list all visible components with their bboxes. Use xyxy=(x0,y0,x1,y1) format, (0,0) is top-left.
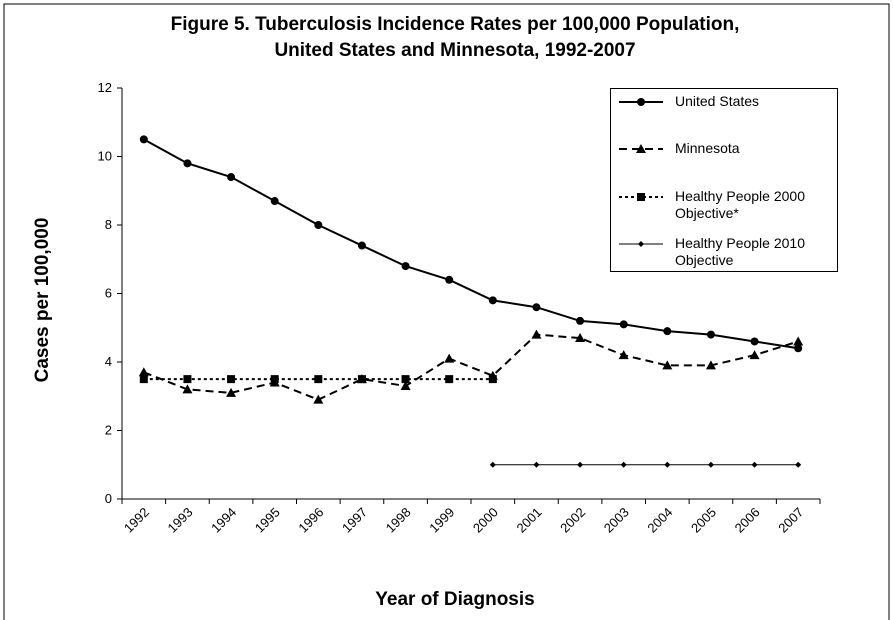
legend-symbol xyxy=(619,144,663,153)
legend-label: United States xyxy=(675,93,760,109)
x-tick-label: 1997 xyxy=(339,505,370,536)
y-tick-label: 0 xyxy=(105,491,112,506)
marker xyxy=(314,221,323,229)
marker xyxy=(794,344,803,353)
marker xyxy=(139,375,148,384)
marker xyxy=(533,461,540,468)
marker xyxy=(576,316,585,325)
marker xyxy=(445,375,454,384)
legend: United States Minnesota Healthy People 200… xyxy=(610,88,838,272)
y-tick-label: 8 xyxy=(105,217,112,232)
x-tick-label: 1992 xyxy=(121,505,152,536)
legend-symbol xyxy=(619,193,663,201)
marker xyxy=(750,337,759,346)
y-tick-label: 4 xyxy=(105,354,112,369)
series-line xyxy=(143,138,799,350)
x-tick-label: 1994 xyxy=(208,505,239,536)
marker xyxy=(662,360,673,370)
x-tick-label: 1996 xyxy=(295,505,326,536)
marker xyxy=(575,333,586,343)
marker xyxy=(751,461,758,468)
marker xyxy=(664,461,671,468)
marker xyxy=(183,375,192,384)
marker xyxy=(636,144,646,153)
marker xyxy=(619,320,628,329)
marker xyxy=(357,375,366,384)
marker xyxy=(577,461,584,468)
marker xyxy=(182,384,193,394)
marker xyxy=(226,387,237,397)
x-tick-label: 1993 xyxy=(165,505,196,536)
x-tick-label: 1999 xyxy=(426,505,457,536)
marker xyxy=(793,336,804,346)
marker xyxy=(444,353,455,363)
y-tick-label: 6 xyxy=(105,286,112,301)
x-tick-label: 2005 xyxy=(688,505,719,536)
marker xyxy=(401,375,410,384)
marker xyxy=(532,303,541,312)
x-tick-label: 2003 xyxy=(601,505,632,536)
marker xyxy=(401,262,410,271)
marker xyxy=(637,98,645,106)
marker xyxy=(139,135,148,144)
marker xyxy=(489,461,496,468)
marker xyxy=(488,375,497,384)
x-tick-label: 2006 xyxy=(732,505,763,536)
marker xyxy=(620,461,627,468)
marker xyxy=(488,296,497,305)
marker xyxy=(313,394,324,404)
marker xyxy=(706,330,715,339)
x-tick-label: 1998 xyxy=(383,505,414,536)
marker xyxy=(445,275,454,284)
marker xyxy=(531,329,542,339)
marker xyxy=(227,375,236,384)
marker xyxy=(618,350,629,360)
x-tick-label: 2000 xyxy=(470,505,501,536)
marker xyxy=(749,350,760,360)
series-line xyxy=(143,333,799,401)
x-tick-label: 2007 xyxy=(775,505,806,536)
x-tick-label: 2001 xyxy=(514,505,545,536)
marker xyxy=(138,367,149,377)
marker xyxy=(795,461,802,468)
legend-label: Healthy People 2010 Objective xyxy=(675,235,805,268)
marker xyxy=(357,241,366,250)
marker xyxy=(227,173,236,182)
x-axis-label: Year of Diagnosis xyxy=(375,589,534,610)
marker xyxy=(314,375,323,384)
x-tick-label: 2002 xyxy=(557,505,588,536)
marker xyxy=(707,461,714,468)
chart-title: United States and Minnesota, 1992-2007 xyxy=(274,40,635,61)
legend-label: Minnesota xyxy=(675,140,740,156)
marker xyxy=(270,197,279,206)
y-axis-label: Cases per 100,000 xyxy=(32,218,53,383)
marker xyxy=(663,327,672,336)
legend-symbol xyxy=(619,98,663,106)
frame xyxy=(3,3,890,620)
y-tick-label: 10 xyxy=(98,149,112,164)
marker xyxy=(400,380,411,390)
marker xyxy=(637,193,645,201)
legend-label: Healthy People 2000 Objective* xyxy=(675,188,805,221)
y-tick-label: 12 xyxy=(98,80,112,95)
marker xyxy=(183,159,192,168)
x-tick-label: 1995 xyxy=(252,505,283,536)
legend-symbol xyxy=(619,241,663,247)
marker xyxy=(270,375,279,384)
marker xyxy=(705,360,716,370)
chart-title: Figure 5. Tuberculosis Incidence Rates p… xyxy=(171,14,740,35)
y-tick-label: 2 xyxy=(105,423,112,438)
x-tick-label: 2004 xyxy=(644,505,675,536)
marker xyxy=(638,241,644,247)
